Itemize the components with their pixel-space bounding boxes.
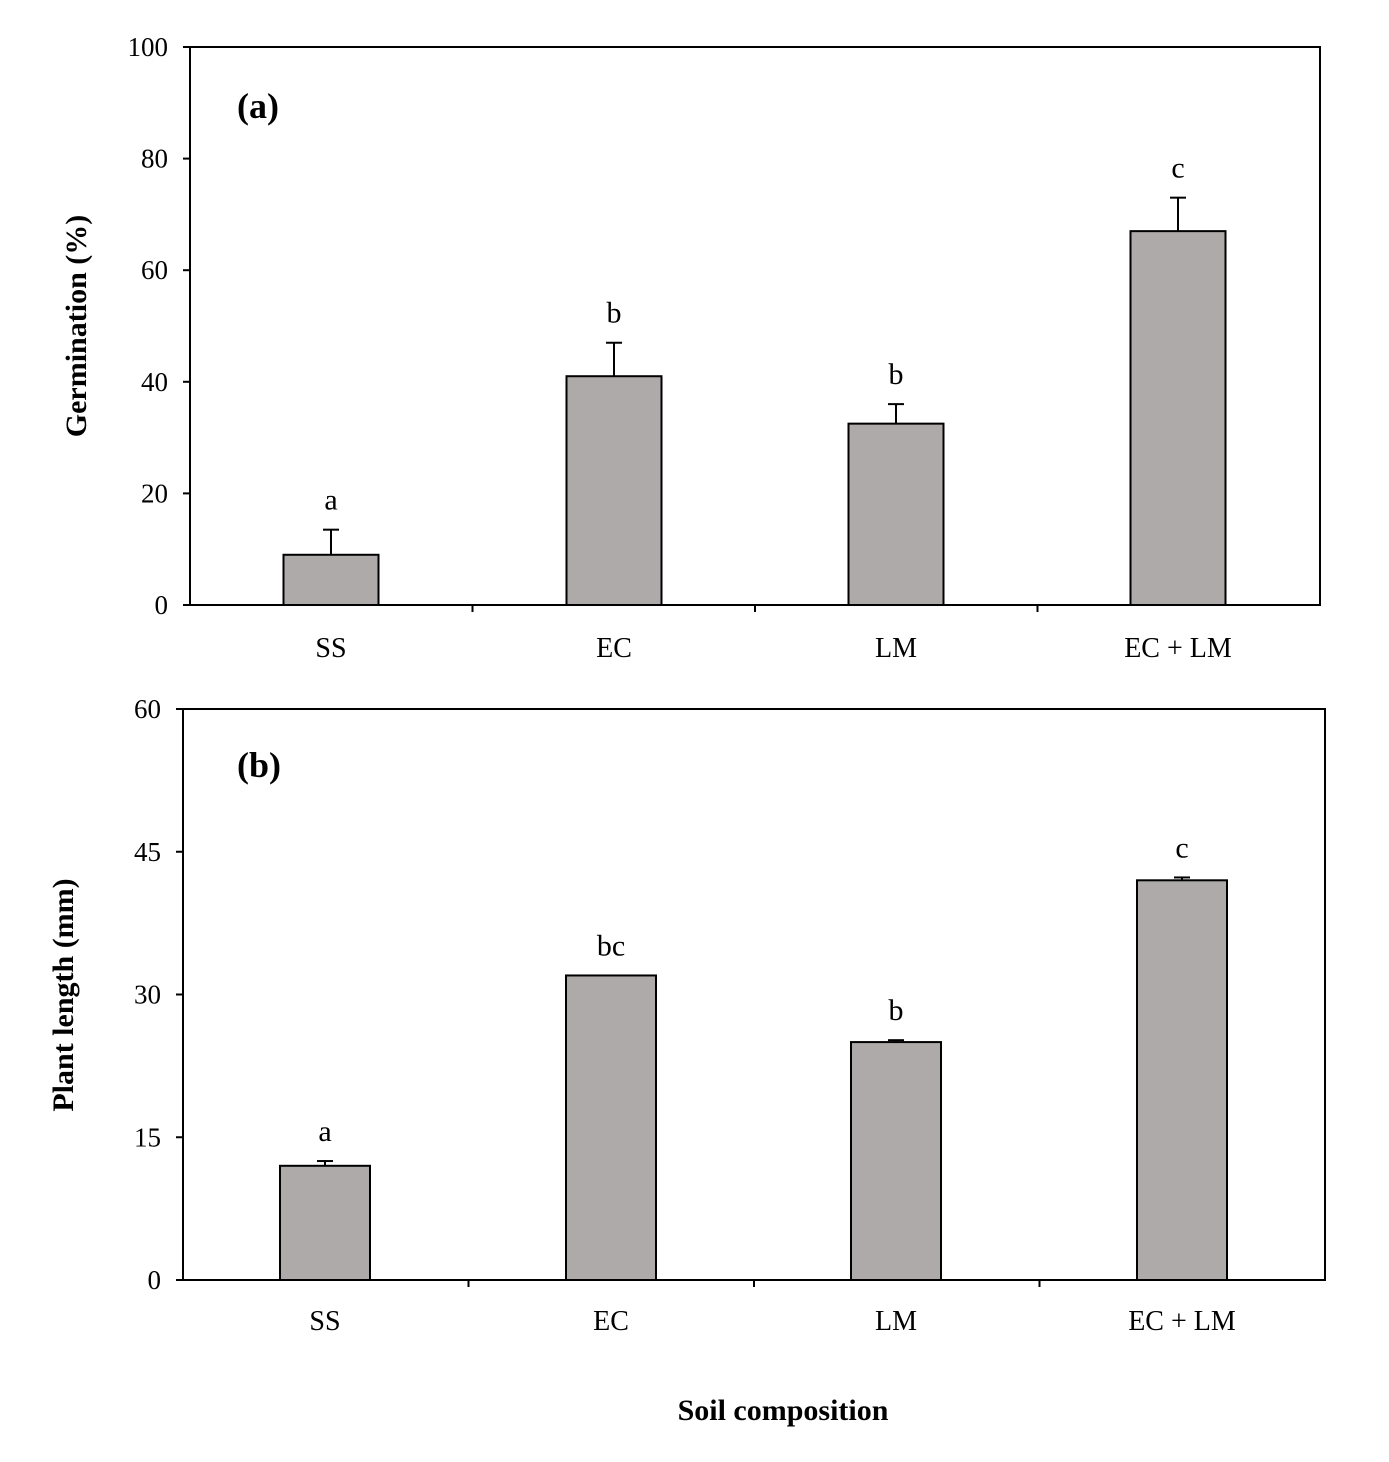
bar-lm (847, 422, 945, 606)
significance-label: a (318, 1115, 331, 1148)
y-tick-label: 0 (148, 1265, 162, 1295)
y-tick-label: 0 (155, 590, 169, 620)
significance-label: b (889, 358, 904, 391)
significance-label: b (607, 297, 622, 330)
category-label: SS (309, 1306, 340, 1337)
bar-ss (282, 553, 380, 607)
significance-label: a (324, 484, 337, 517)
y-tick-label: 40 (141, 367, 168, 397)
significance-label: c (1175, 831, 1188, 864)
category-label: EC + LM (1124, 633, 1232, 664)
category-label: EC + LM (1128, 1306, 1236, 1337)
y-tick-label: 60 (141, 255, 168, 285)
y-axis-title: Plant length (mm) (47, 878, 80, 1111)
category-label: EC (596, 633, 632, 664)
category-label: LM (875, 1306, 917, 1337)
panel-label: (b) (237, 745, 281, 785)
significance-label: c (1171, 152, 1184, 185)
bar-lm (850, 1041, 942, 1282)
significance-label: b (889, 994, 904, 1027)
y-tick-label: 15 (134, 1122, 161, 1152)
bar-ss (279, 1164, 371, 1282)
y-tick-label: 100 (128, 32, 169, 62)
category-label: LM (875, 633, 917, 664)
y-tick-label: 80 (141, 144, 168, 174)
category-label: SS (315, 633, 346, 664)
bar-ec-lm (1136, 879, 1228, 1281)
category-label: EC (593, 1306, 629, 1337)
panel-a: 0 20 40 60 80 100 a SS b EC b LM c EC + LM (a) Germinat… (60, 32, 1321, 664)
panel-label: (a) (237, 86, 279, 126)
bar-ec (565, 375, 663, 606)
y-tick-label: 60 (134, 694, 161, 724)
x-axis-title: Soil composition (678, 1394, 889, 1427)
y-tick-label: 20 (141, 478, 168, 508)
y-axis-title: Germination (%) (60, 215, 93, 437)
bar-ec (565, 974, 657, 1281)
y-tick-label: 30 (134, 980, 161, 1010)
significance-label: bc (597, 929, 625, 962)
panel-b: 0 15 30 45 60 a SS bc EC b LM c EC + LM (b) Plant leng… (47, 694, 1326, 1337)
y-tick-label: 45 (134, 837, 161, 867)
bar-ec-lm (1129, 230, 1227, 606)
